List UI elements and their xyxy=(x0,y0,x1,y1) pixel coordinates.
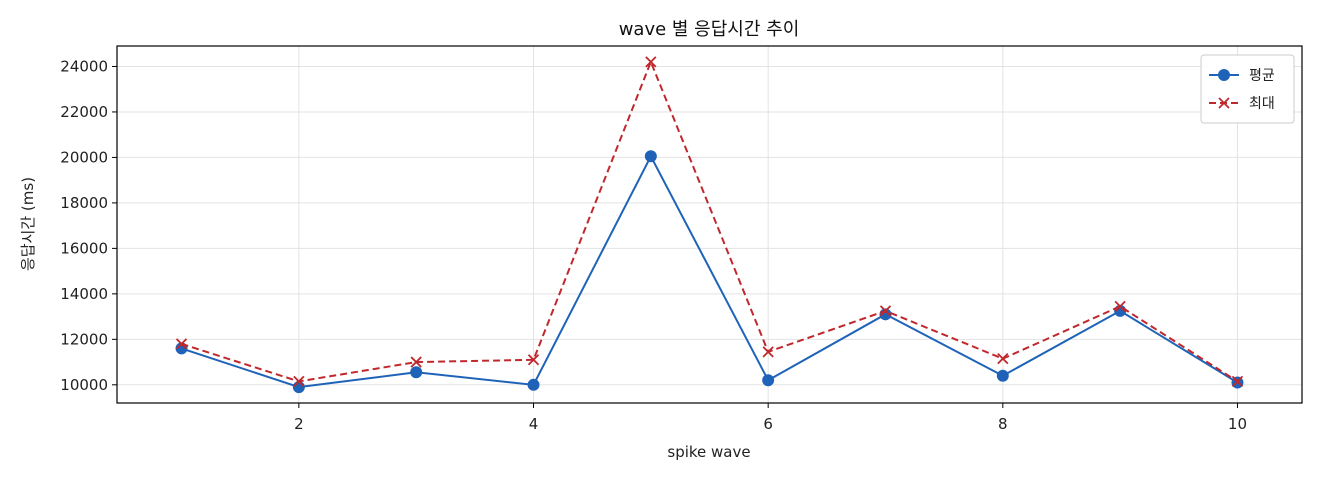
series-2 xyxy=(175,56,1244,388)
y-axis-title: 응답시간 (ms) xyxy=(19,177,37,271)
y-tick-label: 18000 xyxy=(60,194,108,212)
data-point xyxy=(527,378,540,391)
data-point xyxy=(292,381,305,394)
data-point xyxy=(293,375,305,388)
data-point xyxy=(527,354,540,366)
y-tick-label: 12000 xyxy=(60,330,108,348)
series-1 xyxy=(175,150,1244,394)
legend-label: 최대 xyxy=(1249,96,1275,112)
series-layer xyxy=(175,56,1244,394)
data-point xyxy=(762,346,774,358)
x-axis-title: spike wave xyxy=(667,443,750,461)
y-tick-label: 14000 xyxy=(60,285,108,303)
chart-title: wave 별 응답시간 추이 xyxy=(619,19,800,40)
ticks: 2 4 6 8 10 10000 12000 14000 16000 18000 20000 2200… xyxy=(60,57,1247,433)
legend-marker xyxy=(1218,69,1230,81)
data-point xyxy=(1231,375,1244,388)
y-tick-label: 16000 xyxy=(60,239,108,257)
y-tick-label: 10000 xyxy=(60,376,108,394)
plot-frame xyxy=(116,45,1303,404)
data-point xyxy=(645,56,657,68)
data-point xyxy=(997,353,1009,365)
legend-item: 평균 xyxy=(1209,68,1275,84)
data-point xyxy=(644,150,657,163)
data-point xyxy=(410,356,422,368)
data-point xyxy=(879,305,892,317)
legend-box xyxy=(1200,54,1295,124)
grid xyxy=(117,46,1302,403)
data-point xyxy=(996,369,1009,382)
legend-label: 평균 xyxy=(1249,68,1275,84)
data-point xyxy=(175,338,188,350)
y-tick-label: 20000 xyxy=(60,148,108,166)
x-tick-label: 4 xyxy=(529,415,539,433)
legend-item: 최대 xyxy=(1209,96,1275,112)
series-line xyxy=(181,59,1239,383)
x-tick-label: 6 xyxy=(763,415,773,433)
x-tick-label: 10 xyxy=(1228,415,1247,433)
data-point xyxy=(1114,300,1126,312)
data-point xyxy=(410,366,423,379)
legend-marker xyxy=(1218,97,1230,109)
y-tick-label: 24000 xyxy=(60,57,108,75)
x-tick-label: 8 xyxy=(998,415,1008,433)
x-tick-label: 2 xyxy=(294,415,304,433)
series-line xyxy=(181,154,1238,389)
y-tick-label: 22000 xyxy=(60,103,108,121)
data-point xyxy=(762,374,775,387)
